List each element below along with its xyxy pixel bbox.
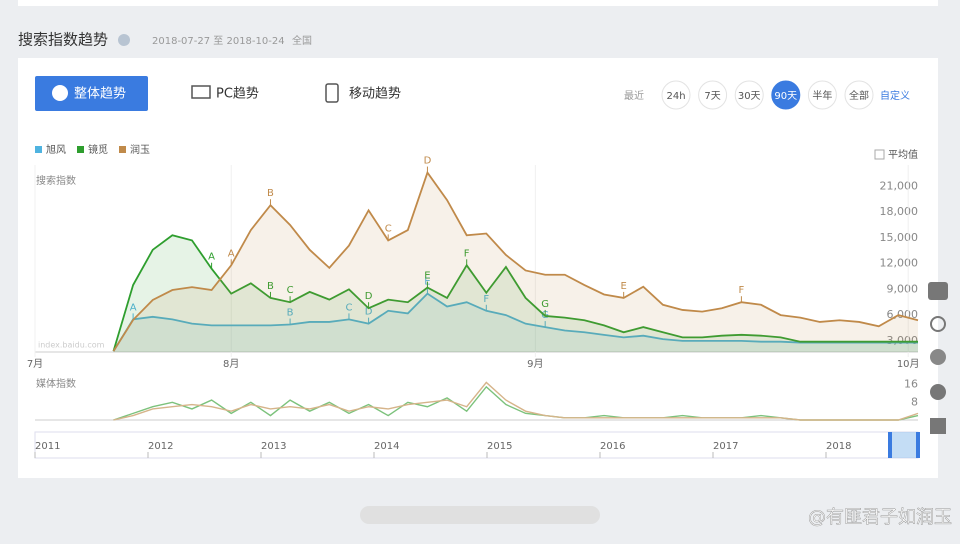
marker-label: C — [287, 285, 294, 296]
timeline-year: 2013 — [261, 441, 286, 452]
legend-swatch — [35, 146, 42, 153]
tab-label[interactable]: 移动趋势 — [349, 86, 401, 102]
tab-active[interactable] — [35, 76, 148, 111]
marker-label: B — [267, 281, 274, 292]
marker-label: E — [621, 281, 627, 292]
range-button-label[interactable]: 90天 — [774, 91, 797, 102]
average-label[interactable]: 平均值 — [888, 148, 918, 161]
marker-label: G — [541, 299, 549, 310]
tab-label[interactable]: 整体趋势 — [74, 86, 126, 102]
marker-label: A — [228, 248, 235, 259]
marker-label: D — [424, 156, 432, 167]
star-icon[interactable] — [930, 349, 946, 365]
area — [113, 172, 918, 352]
marker-label: F — [483, 294, 489, 305]
timeline-year: 2017 — [713, 441, 738, 452]
mobile-icon — [325, 83, 339, 103]
section-title: 搜索指数趋势 — [18, 31, 108, 49]
range-button-label[interactable]: 24h — [666, 91, 685, 102]
date-range: 2018-07-27 至 2018-10-24 — [152, 35, 285, 47]
marker-label: F — [739, 285, 745, 296]
pie-icon — [52, 85, 68, 101]
chart-panel — [18, 58, 938, 478]
marker-label: D — [365, 291, 373, 302]
y-axis-label: 搜索指数 — [36, 174, 76, 187]
checkbox[interactable] — [874, 149, 885, 160]
marker-label: B — [267, 188, 274, 199]
line — [112, 234, 918, 352]
marker-label: A — [208, 252, 215, 263]
help-icon[interactable] — [930, 384, 946, 400]
blur-bar — [360, 506, 600, 524]
y-tick-label: 18,000 — [880, 205, 919, 218]
timeline-handle[interactable] — [888, 432, 892, 458]
y-tick-label: 16 — [904, 378, 918, 391]
y-tick-label: 3,000 — [887, 334, 919, 347]
timeline-handle[interactable] — [916, 432, 920, 458]
share-icon[interactable] — [930, 316, 946, 332]
range-button[interactable] — [807, 80, 837, 110]
pc-icon — [191, 85, 211, 99]
weibo-watermark: @有匪君子如润玉 — [808, 507, 952, 528]
timeline-year: 2011 — [35, 441, 60, 452]
tab-label[interactable]: PC趋势 — [216, 86, 259, 102]
timeline-year: 2018 — [826, 441, 851, 452]
marker-label: C — [385, 223, 392, 234]
marker-label: B — [287, 308, 294, 319]
range-button[interactable] — [698, 80, 728, 110]
custom-range[interactable]: 自定义 — [880, 89, 910, 102]
range-button-label[interactable]: 7天 — [704, 91, 720, 102]
y-tick-label: 8 — [911, 395, 918, 408]
top-panel — [18, 0, 938, 6]
marker-label: D — [365, 307, 373, 318]
y-tick-label: 9,000 — [887, 282, 919, 295]
y-tick-label: 21,000 — [880, 179, 919, 192]
marker-label: A — [130, 302, 137, 313]
timeline-year: 2015 — [487, 441, 512, 452]
range-button-label[interactable]: 30天 — [738, 91, 761, 102]
legend-swatch — [77, 146, 84, 153]
comment-icon[interactable] — [928, 282, 948, 300]
legend-label: 镜觅 — [88, 143, 108, 156]
timeline-year: 2012 — [148, 441, 173, 452]
legend-label: 旭风 — [46, 144, 66, 156]
help-icon[interactable] — [118, 34, 130, 46]
range-button[interactable] — [734, 80, 764, 110]
x-tick-label: 7月 — [27, 358, 43, 370]
side-tools — [928, 282, 948, 434]
y-axis-label: 媒体指数 — [36, 377, 76, 390]
area — [113, 235, 918, 352]
legend-label: 润玉 — [130, 143, 150, 156]
range-button[interactable] — [844, 80, 874, 110]
timeline-year: 2016 — [600, 441, 625, 452]
area — [113, 293, 918, 352]
line — [113, 381, 919, 421]
x-tick-label: 8月 — [223, 358, 239, 370]
timeline-selection[interactable] — [888, 432, 920, 458]
x-tick-label: 9月 — [527, 358, 543, 370]
range-button[interactable] — [661, 80, 691, 110]
legend-swatch — [119, 146, 126, 153]
region: 全国 — [292, 34, 312, 47]
top-icon[interactable] — [930, 418, 946, 434]
line — [112, 292, 918, 352]
marker-label: C — [345, 302, 352, 313]
range-button-label[interactable]: 全部 — [849, 89, 869, 102]
line — [112, 170, 919, 352]
y-tick-label: 12,000 — [880, 257, 919, 270]
y-tick-label: 15,000 — [880, 231, 919, 244]
range-label: 最近 — [624, 89, 644, 102]
marker-label: F — [464, 248, 470, 259]
timeline-year: 2014 — [374, 441, 399, 452]
x-tick-label: 10月 — [897, 358, 920, 370]
watermark: index.baidu.com — [38, 341, 105, 350]
marker-label: E — [424, 271, 430, 282]
range-button-label[interactable]: 半年 — [812, 89, 832, 102]
range-button[interactable] — [771, 80, 801, 110]
